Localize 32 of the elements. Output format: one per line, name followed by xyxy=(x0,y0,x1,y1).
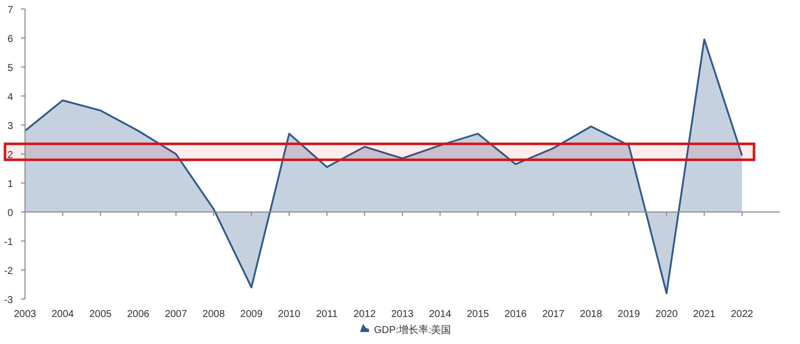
x-tick-label: 2021 xyxy=(693,309,716,320)
x-tick-label: 2019 xyxy=(618,309,640,320)
y-tick-label: 2 xyxy=(7,150,14,161)
x-tick-label: 2004 xyxy=(52,309,74,320)
legend-label: GDP:增长率:美国 xyxy=(374,324,452,336)
x-tick-label: 2012 xyxy=(354,309,376,320)
x-tick-label: 2017 xyxy=(542,309,565,320)
x-tick-label: 2018 xyxy=(580,309,603,320)
y-tick-label: 6 xyxy=(7,34,14,45)
y-tick-label: -1 xyxy=(4,237,14,248)
x-tick-label: 2014 xyxy=(428,309,452,320)
y-tick-label: -2 xyxy=(4,266,14,277)
x-tick-label: 2010 xyxy=(278,309,301,320)
x-tick-label: 2016 xyxy=(504,309,528,320)
x-tick-label: 2015 xyxy=(466,309,490,320)
x-tick-label: 2013 xyxy=(391,309,414,320)
x-tick-label: 2011 xyxy=(316,309,338,320)
y-tick-label: 7 xyxy=(7,5,14,16)
x-tick-label: 2008 xyxy=(202,309,226,320)
y-tick-label: -3 xyxy=(4,295,14,306)
y-tick-label: 0 xyxy=(7,208,14,219)
x-tick-label: 2003 xyxy=(14,309,37,320)
x-tick-label: 2020 xyxy=(655,309,678,320)
y-tick-label: 5 xyxy=(7,63,14,74)
x-tick-label: 2005 xyxy=(89,309,112,320)
x-tick-label: 2009 xyxy=(240,309,263,320)
y-tick-label: 1 xyxy=(7,179,14,190)
y-tick-label: 3 xyxy=(7,121,14,132)
x-tick-label: 2007 xyxy=(164,309,188,320)
x-tick-label: 2022 xyxy=(730,309,754,320)
y-tick-label: 4 xyxy=(7,92,14,103)
x-tick-label: 2006 xyxy=(127,309,150,320)
